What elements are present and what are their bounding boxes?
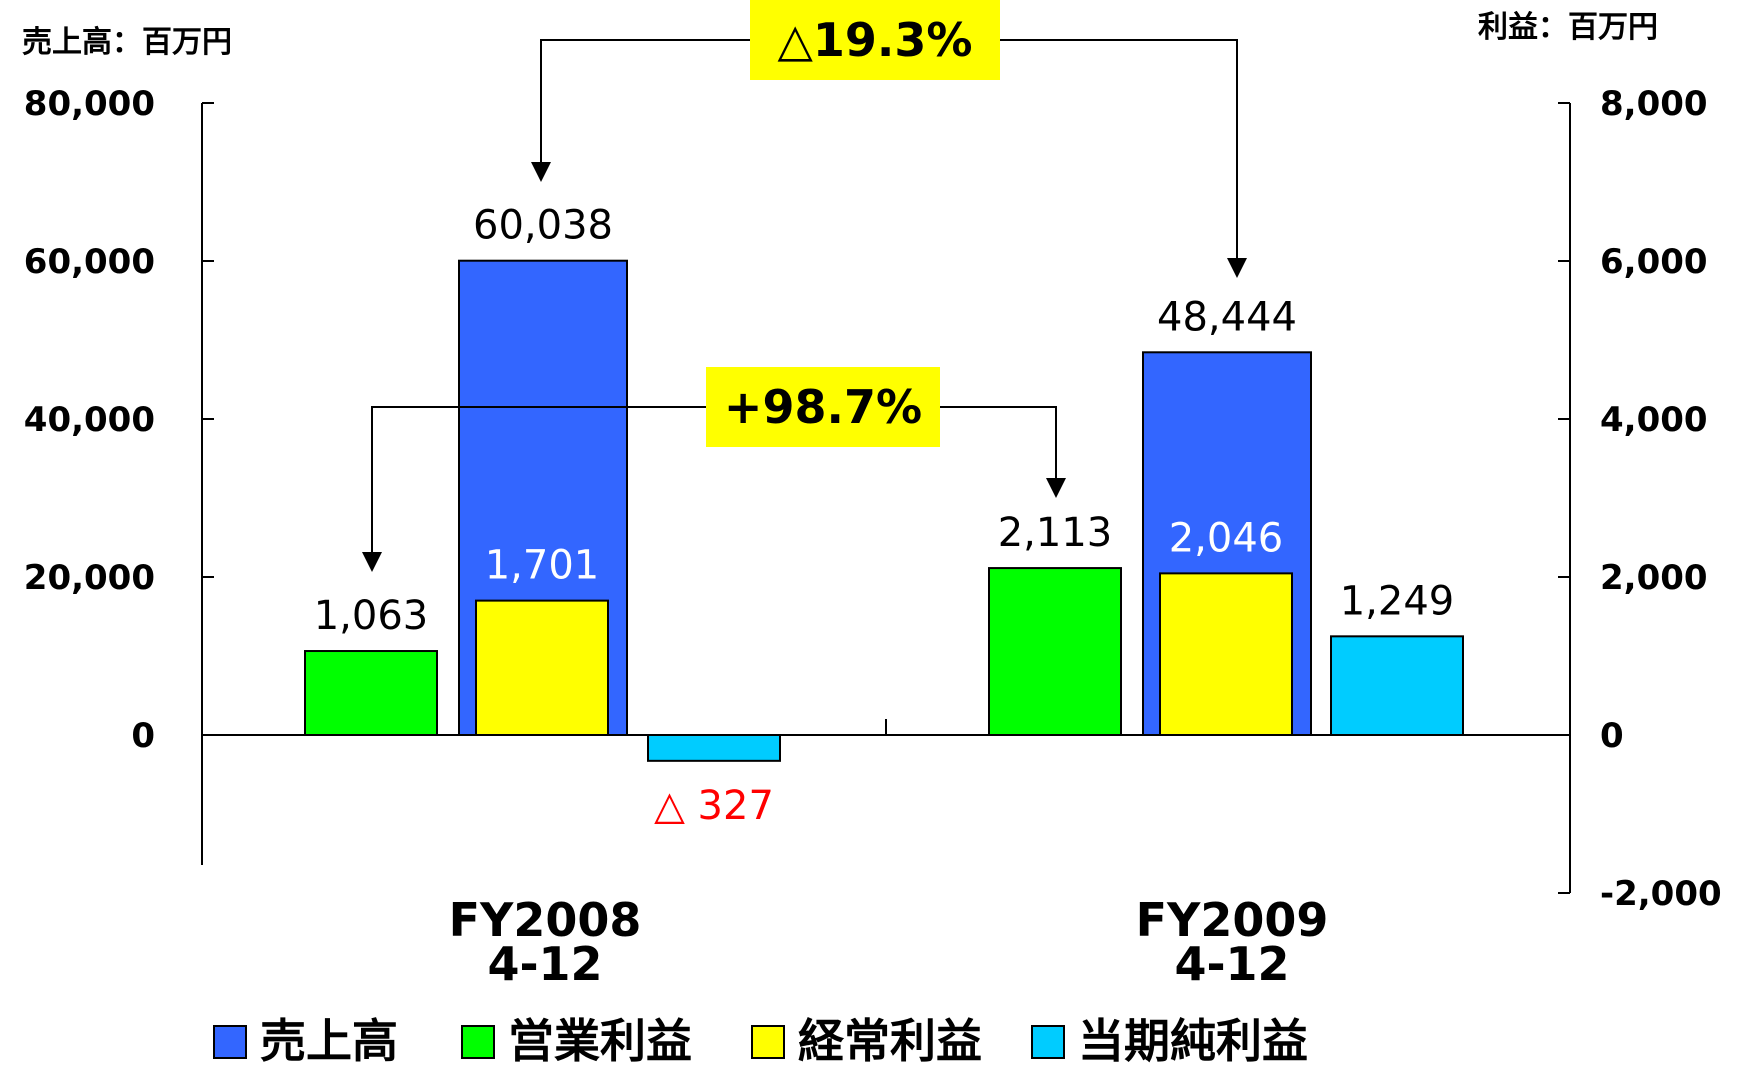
arrow-head — [1227, 258, 1247, 278]
callouts: △19.3% +98.7% — [362, 0, 1247, 572]
right-tick-label: 2,000 — [1600, 558, 1708, 598]
left-tick-label: 40,000 — [24, 400, 155, 440]
right-tick-label: 8,000 — [1600, 84, 1708, 124]
left-tick-label: 80,000 — [24, 84, 155, 124]
legend-label: 経常利益 — [798, 1014, 982, 1068]
callout-box — [706, 367, 940, 447]
left-tick-label: 0 — [131, 716, 155, 756]
axes: 80,000 60,000 40,000 20,000 0 8,000 6,000 4,000… — [22, 10, 1722, 991]
data-label: 1,249 — [1340, 578, 1455, 624]
legend-swatch — [751, 1025, 785, 1059]
callout-box — [750, 0, 1000, 80]
legend-swatch — [213, 1025, 247, 1059]
right-unit-label: 利益：百万円 — [1478, 10, 1658, 45]
legend: 売上高 営業利益 経常利益 当期純利益 — [213, 1014, 1308, 1068]
data-label: 1,701 — [485, 543, 600, 589]
bars — [304, 259, 1464, 762]
category-label: FY2008 — [449, 893, 642, 947]
category-label-sub: 4-12 — [487, 937, 602, 991]
legend-label: 売上高 — [260, 1014, 398, 1068]
bar-経常利益-0 — [475, 599, 609, 736]
bar-当期純利益-0 — [647, 734, 781, 762]
category-label-sub: 4-12 — [1174, 937, 1289, 991]
data-label: 2,046 — [1169, 515, 1284, 561]
data-label: 48,444 — [1157, 294, 1297, 340]
bar-営業利益-0 — [304, 650, 438, 737]
left-tick-label: 20,000 — [24, 558, 155, 598]
data-labels: 60,038 48,444 1,063 2,113 1,701 2,046 △ 327 1,2… — [314, 203, 1455, 829]
category-label: FY2009 — [1136, 893, 1329, 947]
callout-text: +98.7% — [724, 380, 922, 434]
legend-swatch — [1031, 1025, 1065, 1059]
left-tick-label: 60,000 — [24, 242, 155, 282]
arrow-head — [1046, 478, 1066, 498]
arrow-head — [362, 552, 382, 572]
legend-swatch — [461, 1025, 495, 1059]
left-unit-label: 売上高：百万円 — [22, 25, 232, 60]
bar-営業利益-1 — [988, 567, 1122, 736]
arrow-head — [531, 162, 551, 182]
right-tick-label: 4,000 — [1600, 400, 1708, 440]
bar-当期純利益-1 — [1330, 635, 1464, 736]
legend-label: 当期純利益 — [1078, 1014, 1308, 1068]
data-label: 60,038 — [473, 203, 613, 249]
bar-経常利益-1 — [1159, 572, 1293, 737]
data-label: 2,113 — [998, 510, 1113, 556]
right-tick-label: 0 — [1600, 716, 1624, 756]
data-label: △ 327 — [654, 783, 774, 829]
data-label: 1,063 — [314, 593, 429, 639]
callout-text: △19.3% — [778, 13, 973, 67]
legend-label: 営業利益 — [508, 1014, 692, 1068]
right-tick-label: -2,000 — [1600, 874, 1722, 914]
right-tick-label: 6,000 — [1600, 242, 1708, 282]
